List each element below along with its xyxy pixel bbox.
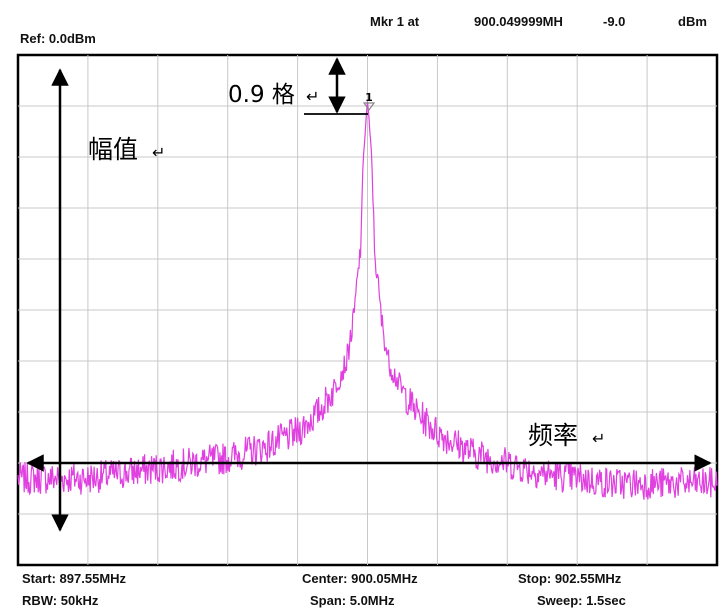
frequency-span: Span: 5.0MHz [310, 593, 395, 608]
marker-label: Mkr 1 at [370, 14, 420, 29]
return-mark-icon: ↵ [306, 87, 319, 106]
marker-unit: dBm [678, 14, 707, 29]
return-mark-icon: ↵ [152, 143, 165, 162]
reference-level: Ref: 0.0dBm [20, 31, 96, 46]
return-mark-icon: ↵ [592, 429, 605, 448]
sweep-time: Sweep: 1.5sec [537, 593, 626, 608]
amplitude-label: 幅值 [88, 135, 138, 164]
frequency-label: 频率 [528, 421, 578, 450]
center-frequency: Center: 900.05MHz [302, 571, 418, 586]
division-label: 0.9 格 [228, 82, 295, 108]
resolution-bandwidth: RBW: 50kHz [22, 593, 99, 608]
marker-frequency: 900.049999MH [474, 14, 563, 29]
start-frequency: Start: 897.55MHz [22, 571, 127, 586]
stop-frequency: Stop: 902.55MHz [518, 571, 622, 586]
marker-value: -9.0 [603, 14, 626, 29]
marker-number: 1 [365, 91, 373, 104]
marker-triangle-icon [362, 102, 376, 112]
